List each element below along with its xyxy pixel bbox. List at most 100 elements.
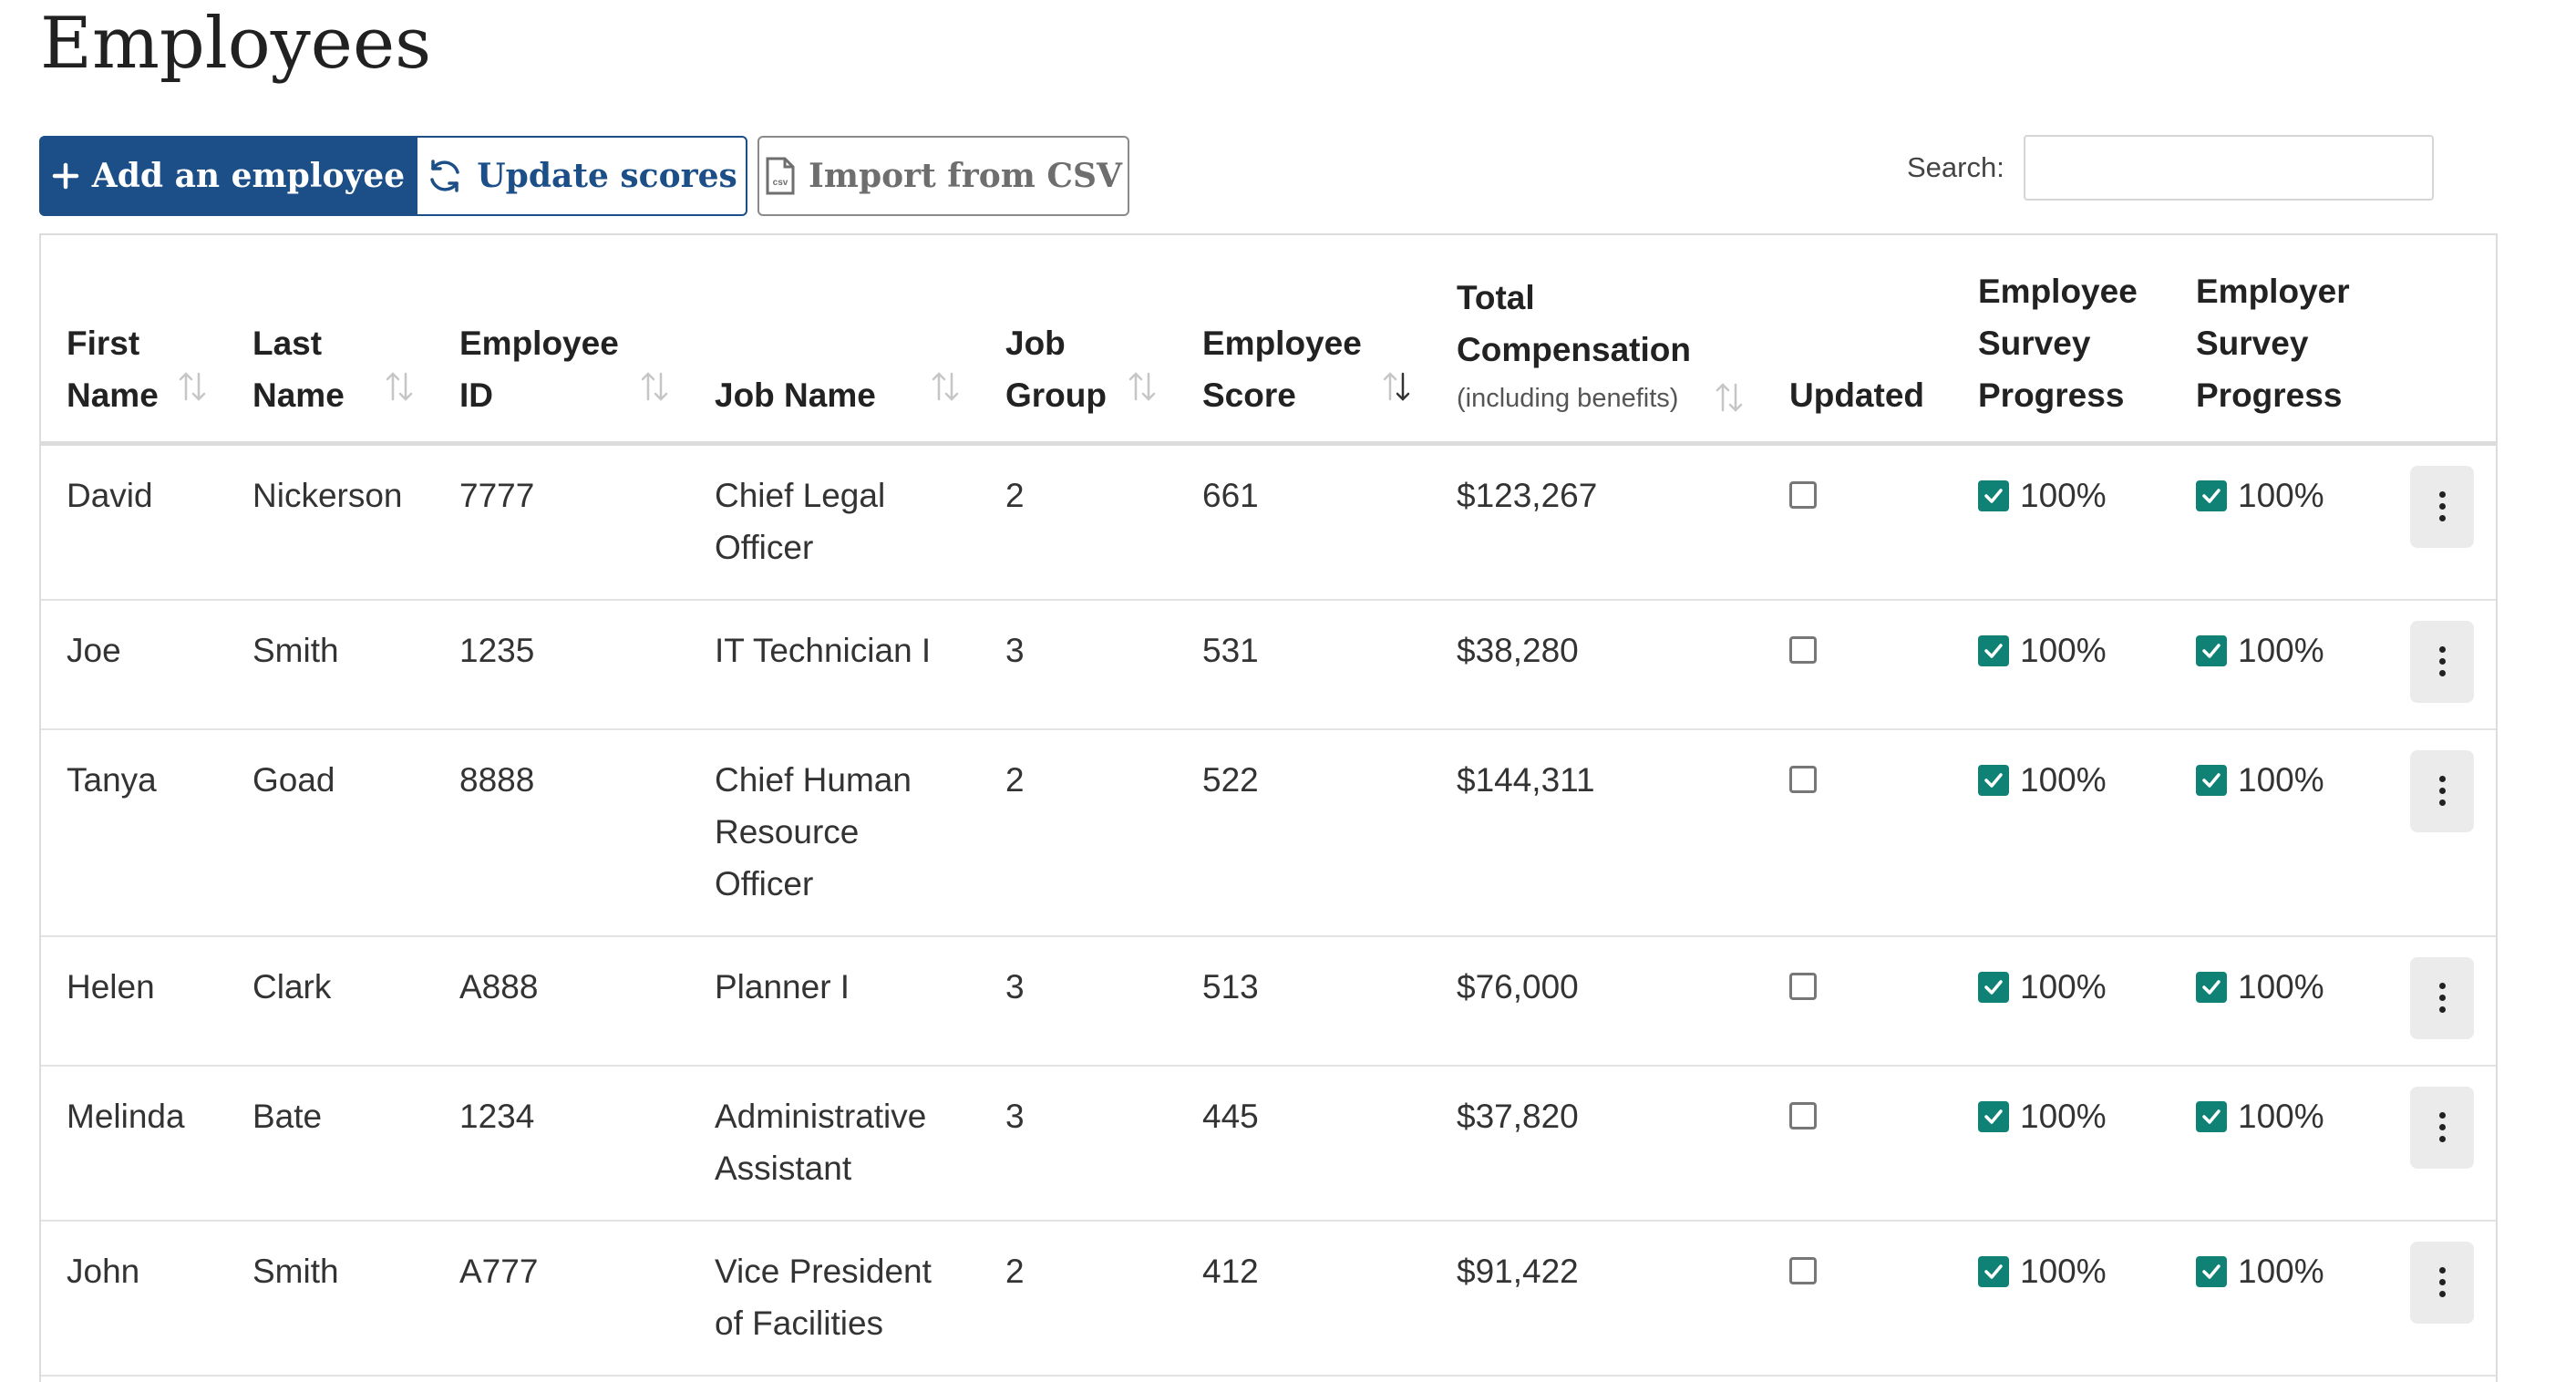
cell-updated bbox=[1764, 935, 1953, 1067]
cell-employee-survey: 100% bbox=[1953, 728, 2170, 937]
sort-arrows-icon[interactable] bbox=[383, 370, 416, 403]
cell-employee-survey: 100% bbox=[1953, 1220, 2170, 1377]
cell-employer-survey: 100% bbox=[2170, 1065, 2385, 1222]
updated-checkbox[interactable] bbox=[1789, 1101, 1817, 1129]
search-input[interactable] bbox=[2024, 135, 2434, 201]
sort-arrows-icon[interactable] bbox=[929, 370, 962, 403]
updated-checkbox[interactable] bbox=[1789, 635, 1817, 664]
updated-checkbox[interactable] bbox=[1789, 480, 1817, 509]
cell-last-name: Smith bbox=[227, 599, 434, 730]
table-row[interactable]: Helen Clark A888 Planner I 3 513 $76,000… bbox=[41, 935, 2496, 1067]
cell-employee-id: 1234 bbox=[434, 1065, 689, 1222]
kebab-menu-icon[interactable] bbox=[2410, 749, 2474, 832]
header-total-compensation[interactable]: Total Compensation (including benefits) bbox=[1431, 235, 1764, 446]
header-line: Job Name bbox=[715, 376, 876, 414]
checkmark-icon bbox=[2196, 634, 2227, 666]
checkmark-icon bbox=[1978, 1100, 2009, 1132]
sort-arrows-icon[interactable] bbox=[1713, 381, 1746, 414]
checkmark-icon bbox=[2196, 1100, 2227, 1132]
cell-job-name: Chief Legal Officer bbox=[689, 443, 980, 601]
cell-last-name: Nickerson bbox=[227, 443, 434, 601]
employees-table: First Name Last Name Employee ID bbox=[41, 235, 2496, 1377]
table-row[interactable]: David Nickerson 7777 Chief Legal Officer … bbox=[41, 443, 2496, 601]
job-name-line: Assistant bbox=[715, 1149, 852, 1187]
cell-actions bbox=[2385, 1220, 2496, 1377]
checkmark-icon bbox=[2196, 971, 2227, 1003]
cell-employee-id: A777 bbox=[434, 1220, 689, 1377]
header-line: Name bbox=[67, 376, 159, 414]
kebab-menu-icon[interactable] bbox=[2410, 620, 2474, 703]
header-line: Employer bbox=[2196, 272, 2350, 310]
header-line: Progress bbox=[1978, 376, 2125, 414]
cell-job-name: Chief Human Resource Officer bbox=[689, 728, 980, 937]
cell-first-name: Helen bbox=[41, 935, 227, 1067]
cell-job-group: 2 bbox=[980, 443, 1177, 601]
cell-updated bbox=[1764, 1065, 1953, 1222]
header-first-name[interactable]: First Name bbox=[41, 235, 227, 446]
table-row[interactable]: Joe Smith 1235 IT Technician I 3 531 $38… bbox=[41, 599, 2496, 730]
cell-employee-survey: 100% bbox=[1953, 935, 2170, 1067]
cell-updated bbox=[1764, 1220, 1953, 1377]
update-scores-button[interactable]: Update scores bbox=[416, 136, 747, 216]
header-line: First bbox=[67, 324, 140, 362]
import-csv-button[interactable]: csv Import from CSV bbox=[757, 136, 1129, 216]
employer-survey-progress: 100% bbox=[2238, 632, 2324, 669]
cell-last-name: Smith bbox=[227, 1220, 434, 1377]
cell-employee-id: A888 bbox=[434, 935, 689, 1067]
header-employee-id[interactable]: Employee ID bbox=[434, 235, 689, 446]
header-last-name[interactable]: Last Name bbox=[227, 235, 434, 446]
cell-job-group: 2 bbox=[980, 1220, 1177, 1377]
job-name-line: of Facilities bbox=[715, 1304, 884, 1342]
job-name-line: Vice President bbox=[715, 1252, 932, 1290]
job-name-lines: Chief Human Resource Officer bbox=[715, 761, 912, 902]
updated-checkbox[interactable] bbox=[1789, 972, 1817, 1000]
cell-employee-score: 522 bbox=[1177, 728, 1431, 937]
cell-updated bbox=[1764, 728, 1953, 937]
table-row[interactable]: John Smith A777 Vice President of Facilit… bbox=[41, 1220, 2496, 1377]
job-name-lines: Planner I bbox=[715, 968, 850, 1006]
header-job-name[interactable]: Job Name bbox=[689, 235, 980, 446]
sort-arrows-icon[interactable] bbox=[1126, 370, 1159, 403]
kebab-menu-icon[interactable] bbox=[2410, 1241, 2474, 1324]
cell-employer-survey: 100% bbox=[2170, 728, 2385, 937]
cell-updated bbox=[1764, 443, 1953, 601]
kebab-menu-icon[interactable] bbox=[2410, 465, 2474, 548]
cell-total-compensation: $38,280 bbox=[1431, 599, 1764, 730]
employee-survey-progress: 100% bbox=[2020, 1098, 2107, 1135]
cell-employee-score: 412 bbox=[1177, 1220, 1431, 1377]
cell-first-name: Joe bbox=[41, 599, 227, 730]
header-line: Last bbox=[252, 324, 323, 362]
add-employee-button[interactable]: Add an employee bbox=[39, 136, 417, 216]
cell-employee-id: 7777 bbox=[434, 443, 689, 601]
kebab-menu-icon[interactable] bbox=[2410, 1086, 2474, 1169]
header-line: Survey bbox=[1978, 324, 2091, 362]
cell-job-name: Planner I bbox=[689, 935, 980, 1067]
page-title: Employees bbox=[40, 3, 432, 85]
sort-arrows-icon[interactable] bbox=[176, 370, 209, 403]
header-line: Score bbox=[1202, 376, 1296, 414]
table-header-row: First Name Last Name Employee ID bbox=[41, 235, 2496, 446]
sort-arrows-icon[interactable] bbox=[638, 370, 671, 403]
header-line: Progress bbox=[2196, 376, 2343, 414]
table-row[interactable]: Melinda Bate 1234 Administrative Assistan… bbox=[41, 1065, 2496, 1222]
updated-checkbox[interactable] bbox=[1789, 1256, 1817, 1284]
refresh-icon bbox=[430, 160, 460, 192]
updated-checkbox[interactable] bbox=[1789, 765, 1817, 793]
header-job-group[interactable]: Job Group bbox=[980, 235, 1177, 446]
import-csv-label: Import from CSV bbox=[809, 157, 1122, 195]
header-employer-survey-progress: Employer Survey Progress bbox=[2170, 235, 2385, 446]
header-employee-score[interactable]: Employee Score bbox=[1177, 235, 1431, 446]
table-row[interactable]: Tanya Goad 8888 Chief Human Resource Offic… bbox=[41, 728, 2496, 937]
update-scores-label: Update scores bbox=[477, 157, 737, 195]
header-line: Employee bbox=[459, 324, 619, 362]
cell-employee-id: 1235 bbox=[434, 599, 689, 730]
cell-last-name: Bate bbox=[227, 1065, 434, 1222]
employee-survey-progress: 100% bbox=[2020, 632, 2107, 669]
cell-first-name: Melinda bbox=[41, 1065, 227, 1222]
cell-total-compensation: $76,000 bbox=[1431, 935, 1764, 1067]
job-name-lines: Vice President of Facilities bbox=[715, 1253, 932, 1342]
sort-arrows-active-icon[interactable] bbox=[1380, 370, 1413, 403]
kebab-menu-icon[interactable] bbox=[2410, 956, 2474, 1039]
cell-employee-survey: 100% bbox=[1953, 443, 2170, 601]
cell-employee-id: 8888 bbox=[434, 728, 689, 937]
